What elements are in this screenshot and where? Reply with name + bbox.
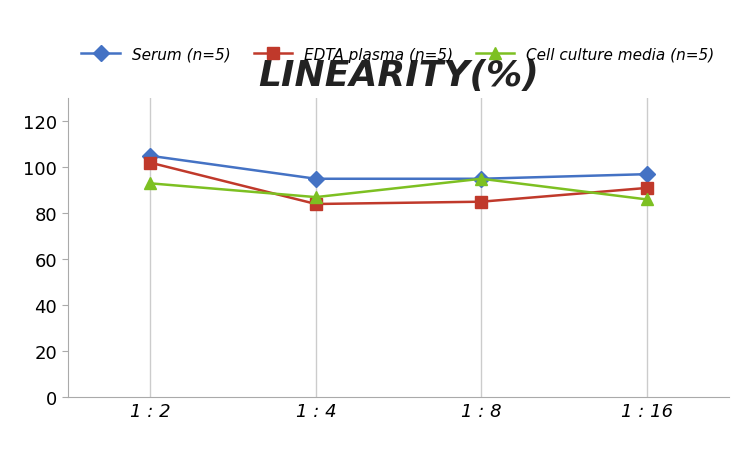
Serum (n=5) (642, 172, 651, 178)
Serum (n=5) (477, 177, 486, 182)
EDTA plasma (n=5) (477, 199, 486, 205)
Cell culture media (n=5) (642, 197, 651, 202)
Serum (n=5) (146, 154, 155, 159)
Cell culture media (n=5) (477, 177, 486, 182)
EDTA plasma (n=5) (146, 161, 155, 166)
EDTA plasma (n=5) (311, 202, 320, 207)
Line: Serum (n=5): Serum (n=5) (145, 151, 652, 185)
Title: LINEARITY(%): LINEARITY(%) (258, 59, 539, 92)
Cell culture media (n=5) (146, 181, 155, 187)
Serum (n=5) (311, 177, 320, 182)
Legend: Serum (n=5), EDTA plasma (n=5), Cell culture media (n=5): Serum (n=5), EDTA plasma (n=5), Cell cul… (75, 41, 720, 69)
EDTA plasma (n=5) (642, 186, 651, 191)
Line: EDTA plasma (n=5): EDTA plasma (n=5) (145, 158, 652, 210)
Line: Cell culture media (n=5): Cell culture media (n=5) (144, 173, 653, 206)
Cell culture media (n=5) (311, 195, 320, 200)
